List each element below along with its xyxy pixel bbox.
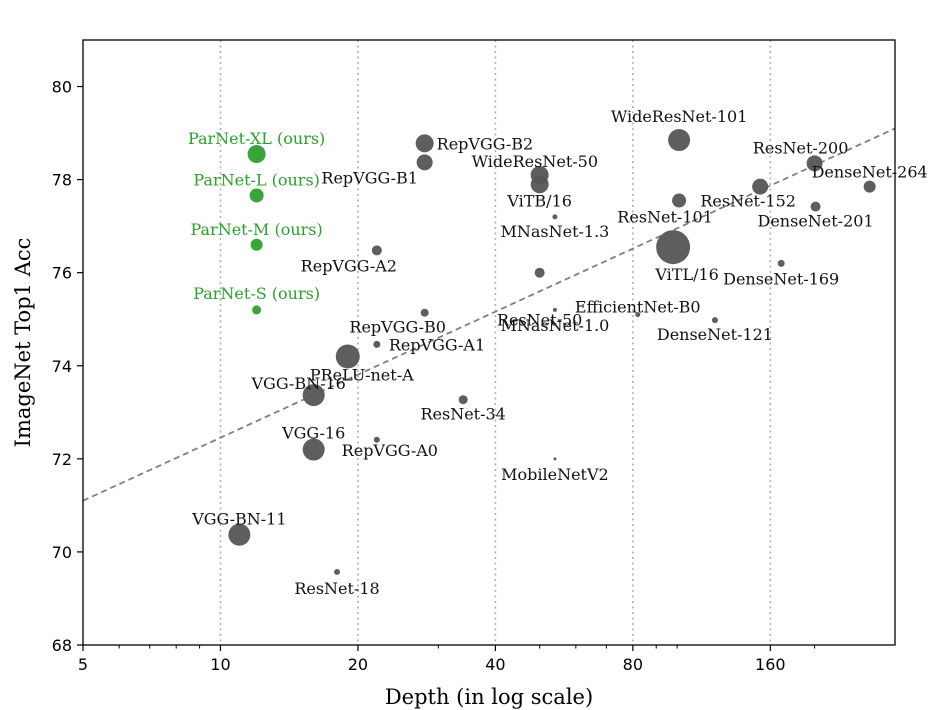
plot-frame	[82, 39, 896, 646]
data-label: PReLU-net-A	[310, 365, 414, 384]
data-point	[302, 384, 325, 407]
data-point	[250, 238, 263, 251]
x-tick-label: 20	[348, 655, 368, 674]
data-point	[810, 201, 821, 212]
data-label: DenseNet-169	[723, 269, 839, 288]
y-tick-label: 74	[52, 357, 72, 376]
data-label: RepVGG-A2	[301, 256, 397, 275]
data-point	[553, 457, 557, 461]
data-label: ParNet-S (ours)	[193, 284, 320, 303]
data-point	[334, 568, 341, 575]
data-label: MNasNet-1.3	[500, 222, 609, 241]
y-tick-label: 80	[52, 78, 72, 97]
data-label: ResNet-200	[753, 138, 849, 157]
data-point	[371, 245, 382, 256]
y-axis: 68 70 72 74 76 78 80	[52, 78, 83, 655]
data-label: ViTB/16	[506, 191, 572, 210]
data-point	[863, 180, 876, 193]
data-label: RepVGG-A0	[342, 441, 438, 460]
data-label: ResNet-18	[294, 579, 379, 598]
data-label: ResNet-152	[700, 192, 796, 211]
data-label: ParNet-L (ours)	[193, 170, 320, 189]
x-tick-label: 160	[755, 655, 786, 674]
data-point	[656, 230, 691, 265]
data-point	[373, 436, 380, 443]
data-point	[458, 395, 468, 405]
vertical-grid	[219, 40, 772, 645]
data-point	[247, 145, 266, 164]
y-axis-title: ImageNet Top1 Acc	[11, 238, 35, 448]
data-point	[228, 523, 251, 546]
x-tick-label: 5	[78, 655, 88, 674]
data-label: RepVGG-B2	[437, 134, 534, 153]
x-tick-label: 40	[485, 655, 505, 674]
data-label: DenseNet-264	[812, 163, 928, 182]
data-point	[252, 305, 262, 315]
data-point	[552, 214, 558, 220]
data-label: DenseNet-201	[758, 212, 874, 231]
data-point	[552, 307, 557, 312]
data-point	[415, 134, 434, 153]
data-point	[416, 154, 433, 171]
data-point	[777, 259, 785, 267]
data-point	[373, 340, 381, 348]
data-point	[335, 344, 360, 369]
data-label: EfficientNet-B0	[575, 298, 701, 317]
data-label: WideResNet-101	[611, 107, 748, 126]
data-label: WideResNet-50	[472, 152, 598, 171]
data-point	[302, 438, 325, 461]
data-label: VGG-16	[281, 424, 345, 443]
data-label: ResNet-34	[420, 405, 505, 424]
point-labels: ParNet-XL (ours) ParNet-L (ours) ParNet-M …	[188, 107, 928, 598]
x-axis: 5 10 20 40 80 160	[78, 645, 816, 674]
y-tick-label: 72	[52, 450, 72, 469]
data-label: ParNet-XL (ours)	[188, 129, 325, 148]
data-label: DenseNet-121	[657, 325, 773, 344]
data-point	[420, 308, 429, 317]
data-point	[635, 312, 641, 318]
data-point	[806, 155, 823, 172]
data-label: MNasNet-1.0	[500, 316, 609, 335]
data-point	[530, 175, 549, 194]
data-label: VGG-BN-11	[191, 510, 286, 529]
data-label: ParNet-M (ours)	[190, 220, 322, 239]
x-tick-label: 10	[210, 655, 230, 674]
y-tick-label: 76	[52, 264, 72, 283]
data-points	[228, 129, 876, 575]
data-point	[534, 267, 545, 278]
data-label: VGG-BN-16	[251, 374, 346, 393]
data-point	[249, 188, 264, 203]
data-label: ResNet-50	[497, 311, 582, 330]
data-label: ViTL/16	[654, 265, 718, 284]
data-point	[672, 193, 687, 208]
data-label: RepVGG-A1	[389, 335, 485, 354]
x-axis-title: Depth (in log scale)	[385, 685, 593, 709]
data-label: ResNet-101	[617, 208, 713, 227]
y-tick-label: 70	[52, 543, 72, 562]
y-tick-label: 78	[52, 171, 72, 190]
data-label: MobileNetV2	[501, 465, 609, 484]
data-label: RepVGG-B0	[349, 318, 446, 337]
data-point	[711, 317, 718, 324]
data-point	[668, 129, 691, 152]
y-tick-label: 68	[52, 636, 72, 655]
data-label: RepVGG-B1	[321, 168, 418, 187]
data-point	[752, 178, 769, 195]
x-tick-label: 80	[623, 655, 643, 674]
